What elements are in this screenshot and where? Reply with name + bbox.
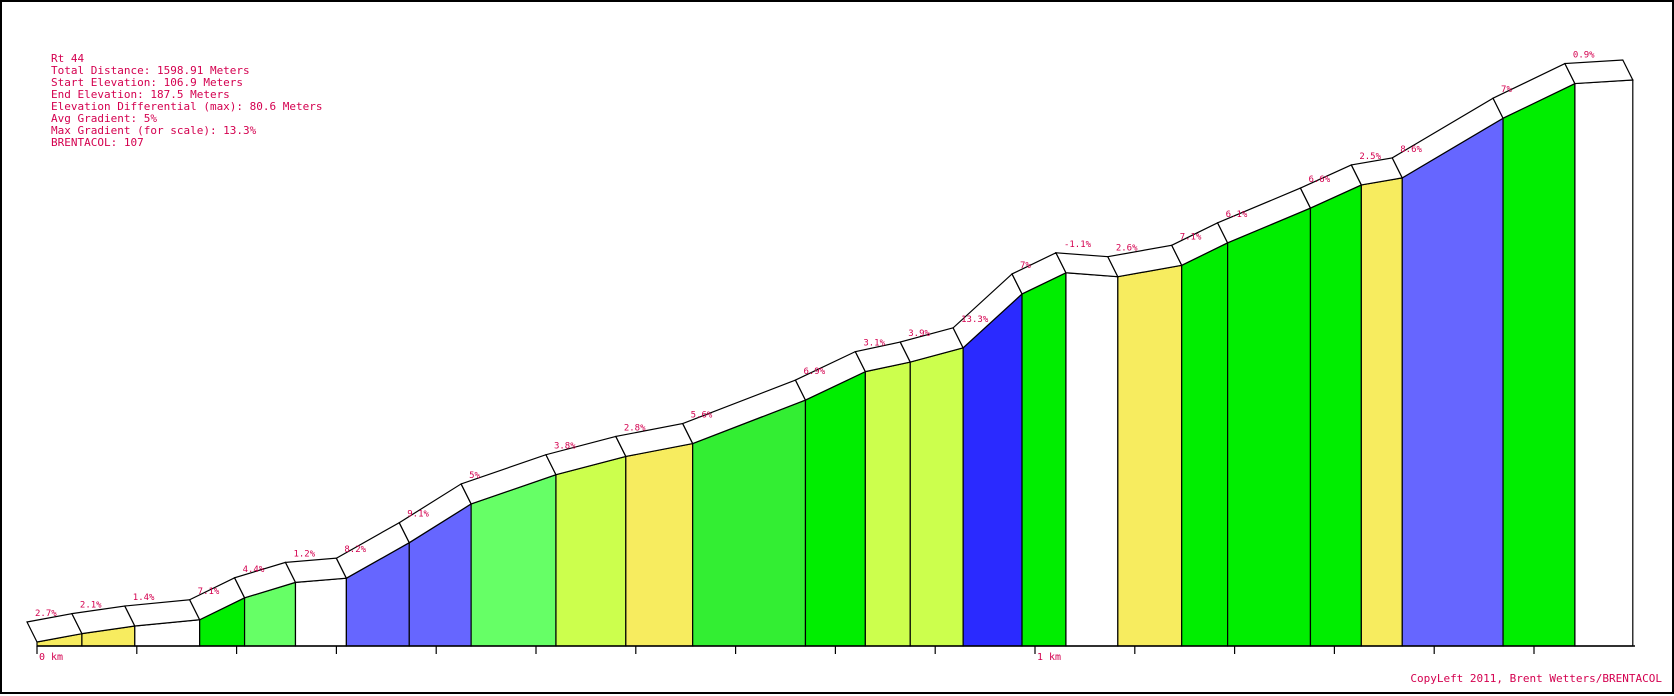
- gradient-label: 7%: [1020, 261, 1031, 271]
- gradient-label: 3.1%: [863, 339, 885, 349]
- segments-layer: [36, 79, 1634, 647]
- gradient-segment: [1401, 117, 1504, 647]
- gradient-label: 2.8%: [624, 423, 646, 433]
- total-distance: Total Distance: 1598.91 Meters: [51, 64, 250, 77]
- gradient-segment: [1360, 177, 1403, 647]
- brentacol-score: BRENTACOL: 107: [51, 136, 144, 149]
- gradient-segment: [1117, 264, 1183, 647]
- gradient-label: 2.5%: [1359, 152, 1381, 162]
- elevation-differential: Elevation Differential (max): 80.6 Meter…: [51, 100, 323, 113]
- gradient-segment: [625, 442, 694, 647]
- avg-gradient: Avg Gradient: 5%: [51, 112, 157, 125]
- gradient-label: 0.9%: [1573, 51, 1595, 61]
- gradient-segment: [1181, 241, 1229, 647]
- gradient-label: 2.6%: [1116, 244, 1138, 254]
- route-title: Rt 44: [51, 52, 84, 65]
- gradient-label: 6.9%: [803, 367, 825, 377]
- x-tick-label: 0 km: [39, 652, 63, 663]
- gradient-segment: [1065, 272, 1119, 647]
- info-block: Rt 44 Total Distance: 1598.91 Meters Sta…: [51, 52, 323, 149]
- gradient-segment: [1021, 271, 1067, 647]
- copyright-text: CopyLeft 2011, Brent Wetters/BRENTACOL: [1410, 672, 1662, 685]
- gradient-label: 6.6%: [1308, 175, 1330, 185]
- gradient-label: 7%: [1501, 85, 1512, 95]
- gradient-segment: [1574, 79, 1634, 647]
- gradient-labels-layer: 2.7% 2.1% 1.4% 7.1% 4.4% 1.2% 8.2% 9.1% 5% 3.8% 2.…: [35, 51, 1595, 619]
- gradient-segment: [1502, 82, 1576, 647]
- gradient-label: 7.1%: [1180, 232, 1202, 242]
- gradient-label: 7.1%: [198, 587, 220, 597]
- gradient-segment: [864, 361, 911, 647]
- road-ribbon-segment: [1563, 59, 1634, 85]
- gradient-label: 1.4%: [133, 593, 155, 603]
- gradient-label: 2.7%: [35, 609, 57, 619]
- gradient-label: 3.8%: [554, 442, 576, 452]
- gradient-label: 5.6%: [691, 411, 713, 421]
- gradient-segment: [909, 347, 964, 647]
- gradient-segment: [294, 577, 347, 647]
- max-gradient: Max Gradient (for scale): 13.3%: [51, 124, 257, 137]
- gradient-label: 8.2%: [344, 545, 366, 555]
- gradient-label: 9.1%: [407, 510, 429, 520]
- gradient-label: 6.1%: [1226, 210, 1248, 220]
- gradient-label: 1.2%: [293, 549, 315, 559]
- gradient-segment: [555, 455, 627, 647]
- gradient-segment: [470, 473, 557, 647]
- gradient-segment: [962, 292, 1023, 647]
- road-ribbon-segment: [284, 557, 348, 584]
- gradient-segment: [1227, 207, 1312, 647]
- start-elevation: Start Elevation: 106.9 Meters: [51, 76, 243, 89]
- gradient-segment: [1309, 184, 1362, 647]
- gradient-label: -1.1%: [1064, 240, 1092, 250]
- road-ribbon-layer: [26, 59, 1634, 643]
- gradient-label: 3.9%: [908, 329, 930, 339]
- x-axis-ticks: 0 km 1 km: [36, 646, 1535, 663]
- x-tick-label: 1 km: [1037, 652, 1061, 663]
- gradient-segment: [804, 370, 866, 647]
- gradient-label: 13.3%: [961, 315, 989, 325]
- gradient-label: 2.1%: [80, 601, 102, 611]
- gradient-label: 4.4%: [243, 565, 265, 575]
- end-elevation: End Elevation: 187.5 Meters: [51, 88, 230, 101]
- gradient-label: 5%: [469, 471, 480, 481]
- gradient-label: 8.6%: [1400, 145, 1422, 155]
